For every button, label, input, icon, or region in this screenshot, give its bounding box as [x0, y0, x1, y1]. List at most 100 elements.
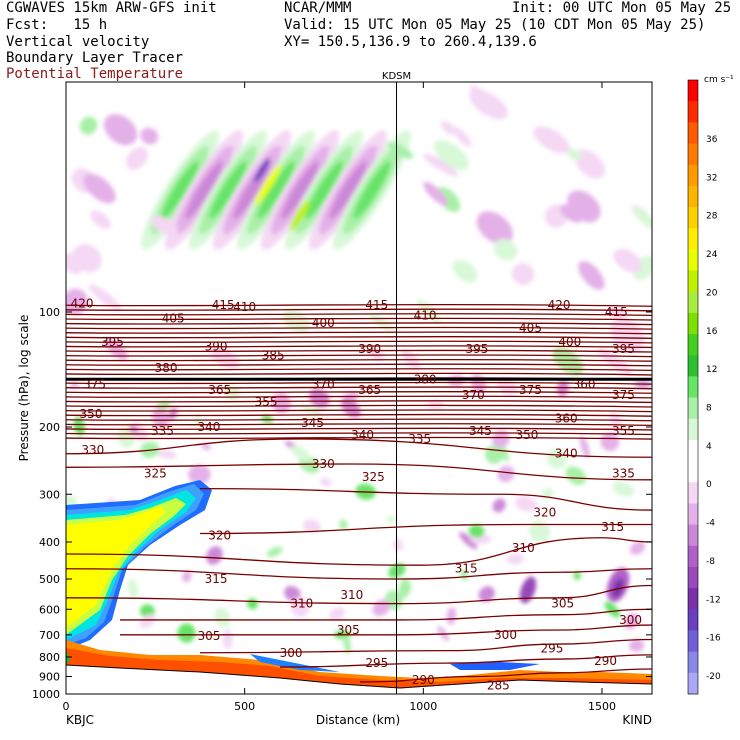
- downdraft-blob: [459, 532, 478, 550]
- updraft-blob: [177, 623, 196, 643]
- colorbar-tick-label: 8: [706, 404, 712, 414]
- updraft-blob: [468, 524, 485, 538]
- downdraft-cell: [612, 578, 624, 598]
- theta-contour: [66, 568, 652, 580]
- theta-contour: [199, 638, 652, 654]
- updraft-blob: [156, 400, 171, 411]
- x-tick-label: 1000: [409, 700, 437, 713]
- colorbar-swatch: [688, 609, 698, 631]
- theta-contour: [66, 381, 652, 385]
- updraft-blob: [604, 601, 621, 618]
- updraft-blob: [261, 415, 274, 424]
- downdraft-blob: [66, 288, 88, 315]
- theta-label: 300: [280, 646, 303, 660]
- theta-label: 335: [151, 424, 174, 438]
- theta-contour: [66, 322, 652, 326]
- theta-label: 395: [612, 342, 635, 356]
- colorbar-swatch: [688, 524, 698, 547]
- downdraft-blob: [423, 181, 449, 206]
- terrain-line: [66, 664, 652, 689]
- theta-contour: [66, 349, 652, 353]
- updraft-blob: [127, 578, 139, 600]
- theta-contour: [66, 368, 652, 372]
- downdraft-blob: [340, 398, 361, 418]
- downdraft-band: [281, 160, 319, 220]
- theta-contour: [279, 654, 652, 668]
- updraft-blob: [573, 571, 581, 580]
- axes: 0 500 1000 1500 100 200 300 400 500 600 700 800 900 1…: [32, 82, 652, 713]
- downdraft-blob: [104, 338, 128, 361]
- theta-label: 370: [462, 388, 485, 402]
- colorbar-swatch: [688, 588, 698, 610]
- theta-label: 355: [255, 395, 278, 409]
- theta-label: 325: [362, 470, 385, 484]
- theta-contour: [66, 423, 652, 426]
- theta-contour: [66, 409, 652, 413]
- colorbar-swatch: [688, 101, 698, 123]
- updraft-blob: [73, 416, 85, 436]
- y-tick-label: 500: [39, 573, 60, 586]
- colorbar-frame: [687, 79, 699, 695]
- theta-label: 350: [515, 428, 538, 442]
- updraft-blob: [552, 346, 584, 376]
- forecast-hour: Fcst: 15 h: [6, 17, 108, 33]
- colorbar-swatch: [688, 122, 698, 145]
- theta-label: 415: [365, 298, 388, 312]
- updraft-blob: [528, 520, 551, 542]
- colorbar-swatch: [688, 376, 698, 399]
- downdraft-blob: [319, 477, 332, 487]
- downdraft-blob: [309, 388, 330, 408]
- updraft-band: [353, 160, 391, 220]
- colorbar-tick-label: 4: [706, 442, 712, 452]
- theta-label: 325: [144, 467, 167, 481]
- downdraft-blob: [629, 639, 645, 652]
- downdraft-blob: [600, 432, 620, 452]
- valid-time: Valid: 15 UTC Mon 05 May 25 (10 CDT Mon …: [284, 17, 706, 33]
- boundary-layer-plume: [450, 662, 540, 670]
- downdraft-blob: [302, 519, 321, 534]
- downdraft-blob: [533, 126, 570, 154]
- theta-label: 335: [408, 432, 431, 446]
- theta-label: 370: [312, 378, 335, 392]
- colorbar-swatch: [688, 291, 698, 314]
- theta-label: 305: [197, 629, 220, 643]
- downdraft-blob: [630, 541, 645, 555]
- theta-label: 315: [205, 572, 228, 586]
- updraft-band: [209, 160, 247, 220]
- downdraft-blob: [440, 121, 457, 135]
- colorbar-swatch: [688, 143, 698, 166]
- theta-label: 345: [469, 424, 492, 438]
- downdraft-blob: [446, 607, 457, 625]
- field-label-vertical-velocity: Vertical velocity: [6, 34, 150, 50]
- downdraft-blob: [453, 127, 472, 147]
- cross-section-coordinates: XY= 150.5,136.9 to 260.4,139.6: [284, 34, 537, 50]
- theta-contour: [66, 413, 652, 417]
- theta-label: 355: [612, 424, 635, 438]
- colorbar-tick-label: 36: [706, 135, 718, 145]
- theta-contour: [66, 308, 652, 312]
- updraft-blob: [79, 116, 98, 135]
- theta-contour: [66, 317, 652, 321]
- downdraft-blob: [206, 546, 223, 565]
- theta-label: 290: [594, 654, 617, 668]
- theta-label: 335: [612, 467, 635, 481]
- theta-contour: [66, 372, 652, 376]
- downdraft-blob: [66, 253, 83, 274]
- colorbar-swatch: [688, 164, 698, 187]
- downdraft-blob: [188, 464, 211, 485]
- colorbar-tick-label: -4: [706, 519, 715, 529]
- updraft-blob: [633, 206, 652, 229]
- updraft-blob: [195, 411, 203, 431]
- theta-contour: [66, 391, 652, 394]
- colorbar-tick-label: -12: [706, 595, 721, 605]
- y-tick-label: 200: [39, 421, 60, 434]
- downdraft-blob: [574, 149, 605, 179]
- theta-contour: [66, 303, 652, 307]
- theta-label: 395: [101, 335, 124, 349]
- theta-label: 320: [533, 506, 556, 520]
- downdraft-blob: [492, 498, 506, 513]
- colorbar-tick-label: 28: [706, 212, 718, 222]
- boundary-layer-plume: [250, 654, 340, 672]
